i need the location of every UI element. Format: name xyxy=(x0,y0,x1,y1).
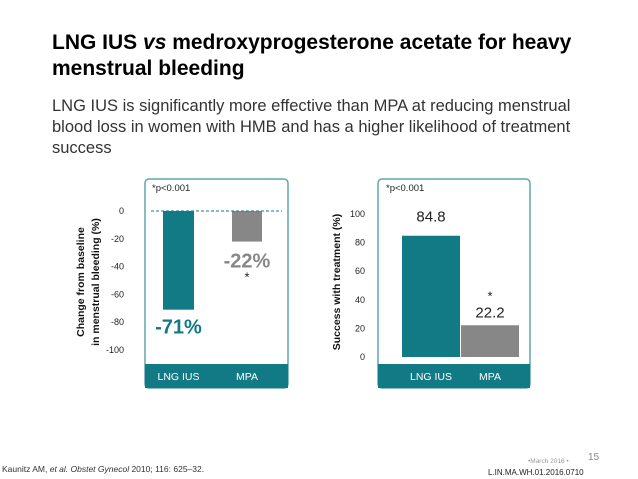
slide-subtitle: LNG IUS is significantly more effective … xyxy=(52,97,571,157)
chart2-significance-marker: * xyxy=(487,288,492,303)
chart1-y-tick-label: -40 xyxy=(111,262,124,272)
reference-citation: Kaunitz AM, et al. Obstet Gynecol 2010; … xyxy=(2,464,205,474)
chart1-category-label: MPA xyxy=(236,371,258,383)
slide-title: LNG IUS vs medroxyprogesterone acetate f… xyxy=(52,31,572,80)
chart2-y-tick-label: 0 xyxy=(360,352,365,362)
chart1-significance-marker: * xyxy=(244,270,249,285)
chart1-category-label: LNG IUS xyxy=(157,371,199,383)
chart1-y-tick-label: 0 xyxy=(119,206,124,216)
chart2-value-label: 84.8 xyxy=(416,209,445,226)
chart1-y-axis-label: Change from baseline xyxy=(75,227,87,337)
chart2-y-tick-label: 20 xyxy=(355,323,365,333)
chart1-y-tick-label: -60 xyxy=(111,289,124,299)
chart1-y-tick-label: -80 xyxy=(111,317,124,327)
chart2-pvalue-note: *p<0.001 xyxy=(386,183,424,194)
page-number: 15 xyxy=(588,452,600,463)
chart1-pvalue-note: *p<0.001 xyxy=(152,183,190,194)
chart2-category-label: LNG IUS xyxy=(410,371,452,383)
document-code: L.IN.MA.WH.01.2016.0710 xyxy=(488,468,584,477)
chart2-y-tick-label: 100 xyxy=(350,209,365,219)
chart2-y-axis-label: Success with treatment (%) xyxy=(331,214,343,351)
chart2-category-band xyxy=(378,364,530,388)
chart2-bar-mpa xyxy=(461,325,519,357)
chart1-y-axis-label: in menstrual bleeding (%) xyxy=(90,218,102,346)
chart1-bar-lng-ius xyxy=(163,211,194,310)
date-stamp: •March 2016 • xyxy=(528,458,569,465)
chart2-bar-lng-ius xyxy=(402,235,460,357)
chart2-value-label: 22.2 xyxy=(475,304,504,321)
chart1-value-label: -71% xyxy=(155,317,202,339)
chart1-y-tick-label: -20 xyxy=(111,234,124,244)
chart2-y-tick-label: 60 xyxy=(355,266,365,276)
chart1-value-label: -22% xyxy=(224,251,271,273)
chart1-y-tick-label: -100 xyxy=(106,345,124,355)
chart1-category-band xyxy=(145,364,288,388)
chart2-category-label: MPA xyxy=(479,371,501,383)
chart1-bar-mpa xyxy=(232,211,262,242)
chart2-y-tick-label: 80 xyxy=(355,238,365,248)
chart2-y-tick-label: 40 xyxy=(355,295,365,305)
